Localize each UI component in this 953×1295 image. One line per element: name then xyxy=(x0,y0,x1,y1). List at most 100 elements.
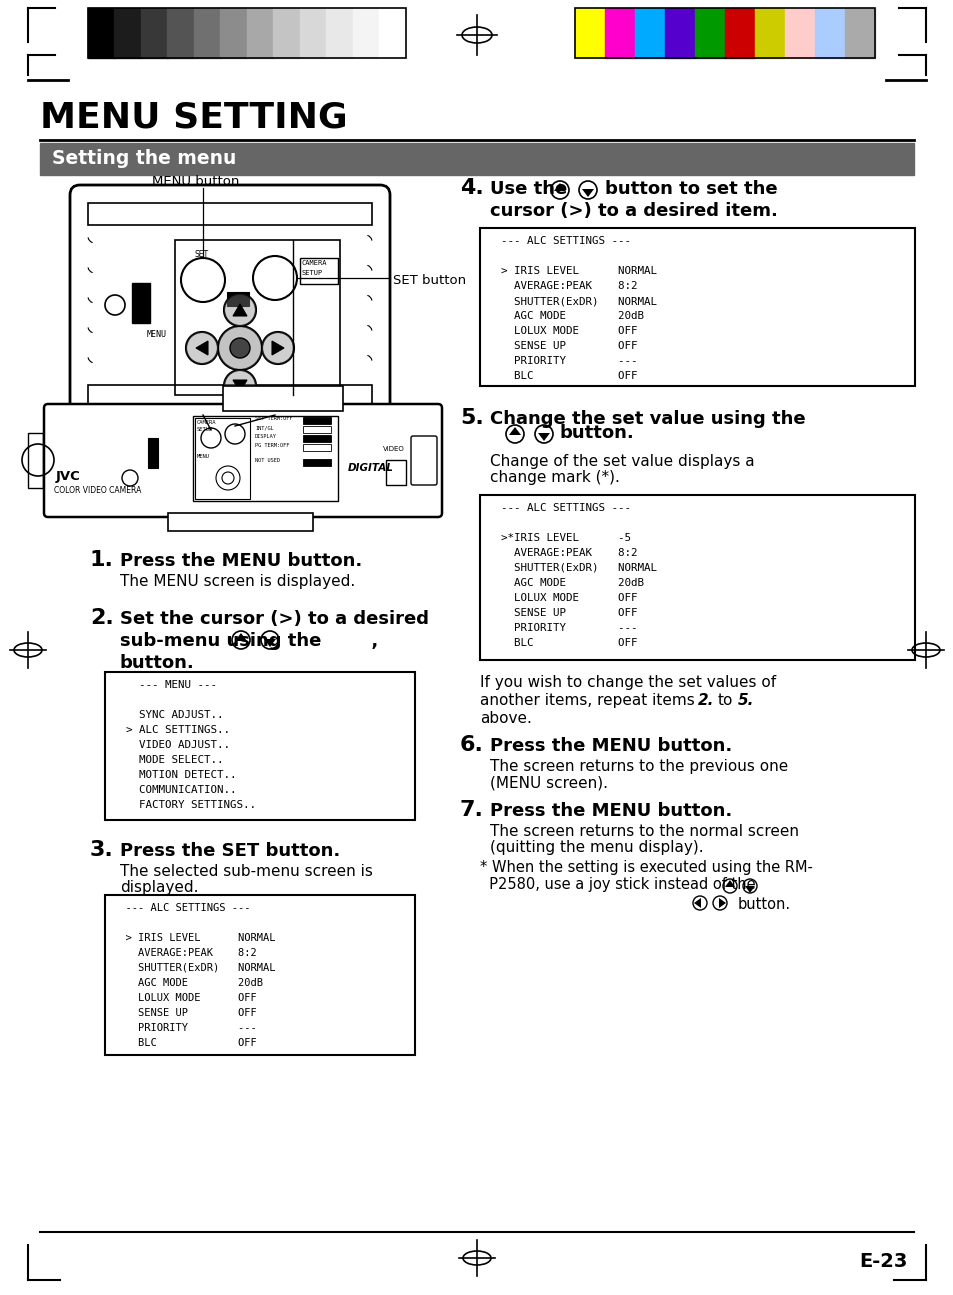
Bar xyxy=(193,8,221,58)
Bar xyxy=(148,438,158,467)
Text: 2.: 2. xyxy=(698,693,714,708)
Text: MENU: MENU xyxy=(196,455,210,458)
Text: AGC MODE        20dB: AGC MODE 20dB xyxy=(488,311,643,321)
Bar xyxy=(386,460,406,486)
Text: LOLUX MODE      OFF: LOLUX MODE OFF xyxy=(488,326,637,335)
Text: 5.: 5. xyxy=(738,693,754,708)
Text: AGC MODE        20dB: AGC MODE 20dB xyxy=(488,578,643,588)
Bar xyxy=(40,142,913,175)
Bar xyxy=(303,426,331,433)
Text: COMMUNICATION..: COMMUNICATION.. xyxy=(112,785,236,795)
Text: The selected sub-menu screen is: The selected sub-menu screen is xyxy=(120,864,373,879)
Bar xyxy=(88,8,115,58)
Bar xyxy=(379,8,406,58)
Text: button to set the: button to set the xyxy=(604,180,777,198)
Text: If you wish to change the set values of: If you wish to change the set values of xyxy=(479,675,776,690)
Bar xyxy=(724,8,755,58)
Bar xyxy=(635,8,665,58)
Text: SETUP: SETUP xyxy=(196,427,213,433)
Text: NOT USED: NOT USED xyxy=(254,458,280,464)
Text: > IRIS LEVEL      NORMAL: > IRIS LEVEL NORMAL xyxy=(112,932,275,943)
Text: AVERAGE:PEAK    8:2: AVERAGE:PEAK 8:2 xyxy=(488,548,637,558)
Text: MODE SELECT..: MODE SELECT.. xyxy=(112,755,223,765)
Polygon shape xyxy=(234,633,247,641)
Circle shape xyxy=(262,332,294,364)
Bar xyxy=(844,8,875,58)
Text: SHUTTER(ExDR)   NORMAL: SHUTTER(ExDR) NORMAL xyxy=(488,297,657,306)
Text: Press the MENU button.: Press the MENU button. xyxy=(490,802,732,820)
Bar xyxy=(664,8,695,58)
Text: FACTORY SETTINGS..: FACTORY SETTINGS.. xyxy=(112,800,255,809)
Text: --- ALC SETTINGS ---: --- ALC SETTINGS --- xyxy=(488,502,630,513)
Polygon shape xyxy=(719,897,725,908)
Text: PRIORITY        ---: PRIORITY --- xyxy=(112,1023,256,1033)
Text: MENU SETTING: MENU SETTING xyxy=(40,100,347,133)
Text: sub-menu using the        ,: sub-menu using the , xyxy=(120,632,377,650)
Text: Use the: Use the xyxy=(490,180,567,198)
Text: (quitting the menu display).: (quitting the menu display). xyxy=(490,840,703,855)
Polygon shape xyxy=(554,183,565,190)
Text: 4.: 4. xyxy=(459,177,483,198)
Text: P2580, use a joy stick instead of the: P2580, use a joy stick instead of the xyxy=(479,877,755,892)
Text: BLC             OFF: BLC OFF xyxy=(488,638,637,648)
Text: button.: button. xyxy=(738,897,790,912)
Text: The screen returns to the normal screen: The screen returns to the normal screen xyxy=(490,824,799,839)
Text: BLC             OFF: BLC OFF xyxy=(112,1039,256,1048)
Text: SET: SET xyxy=(194,250,209,259)
Bar xyxy=(132,284,150,322)
Text: 2.: 2. xyxy=(90,607,113,628)
Bar xyxy=(114,8,141,58)
Text: PRIORITY        ---: PRIORITY --- xyxy=(488,356,637,366)
Circle shape xyxy=(186,332,218,364)
Text: SET button: SET button xyxy=(393,273,466,286)
Text: AVERAGE:PEAK    8:2: AVERAGE:PEAK 8:2 xyxy=(112,948,256,958)
Text: VIDEO ADJUST..: VIDEO ADJUST.. xyxy=(112,739,230,750)
Polygon shape xyxy=(744,886,754,894)
Text: SHUTTER(ExDR)   NORMAL: SHUTTER(ExDR) NORMAL xyxy=(488,563,657,572)
Bar xyxy=(193,416,337,501)
Bar xyxy=(105,895,415,1055)
Bar xyxy=(353,8,379,58)
Bar xyxy=(604,8,635,58)
Text: Change of the set value displays a: Change of the set value displays a xyxy=(490,455,754,469)
Text: 6.: 6. xyxy=(459,736,483,755)
Text: 3.: 3. xyxy=(90,840,113,860)
Text: PG TERM:OFF: PG TERM:OFF xyxy=(254,443,289,448)
Polygon shape xyxy=(195,341,208,355)
Bar xyxy=(303,435,331,442)
Text: another items, repeat items: another items, repeat items xyxy=(479,693,694,708)
Text: --- ALC SETTINGS ---: --- ALC SETTINGS --- xyxy=(112,903,251,913)
Text: VIDEO: VIDEO xyxy=(382,445,404,452)
Text: PRIORITY        ---: PRIORITY --- xyxy=(488,623,637,633)
Bar xyxy=(784,8,815,58)
Text: displayed.: displayed. xyxy=(120,881,198,895)
Text: SETUP: SETUP xyxy=(302,269,323,276)
Bar xyxy=(754,8,784,58)
Bar xyxy=(274,8,300,58)
Bar xyxy=(299,8,327,58)
Text: Press the MENU button.: Press the MENU button. xyxy=(120,552,362,570)
Text: COLOR VIDEO CAMERA: COLOR VIDEO CAMERA xyxy=(54,486,141,495)
Bar xyxy=(303,417,331,423)
Circle shape xyxy=(218,326,262,370)
Text: 7.: 7. xyxy=(459,800,483,820)
Polygon shape xyxy=(509,427,520,435)
Text: --- MENU ---: --- MENU --- xyxy=(112,680,216,690)
Bar xyxy=(247,8,274,58)
Text: MENU: MENU xyxy=(147,330,167,339)
Text: The MENU screen is displayed.: The MENU screen is displayed. xyxy=(120,574,355,589)
Text: E-23: E-23 xyxy=(859,1252,907,1270)
Text: button.: button. xyxy=(120,654,194,672)
Text: LOLUX MODE      OFF: LOLUX MODE OFF xyxy=(112,993,256,1004)
Bar xyxy=(303,444,331,451)
Bar xyxy=(174,240,339,395)
Text: 5.: 5. xyxy=(459,408,483,429)
Bar xyxy=(28,433,43,488)
Bar xyxy=(88,203,372,225)
Bar xyxy=(168,513,313,531)
Text: BLC             OFF: BLC OFF xyxy=(488,370,637,381)
Bar xyxy=(814,8,844,58)
Text: SYNC ADJUST..: SYNC ADJUST.. xyxy=(112,710,223,720)
Text: button.: button. xyxy=(559,423,634,442)
Text: CAMERA: CAMERA xyxy=(302,260,327,265)
